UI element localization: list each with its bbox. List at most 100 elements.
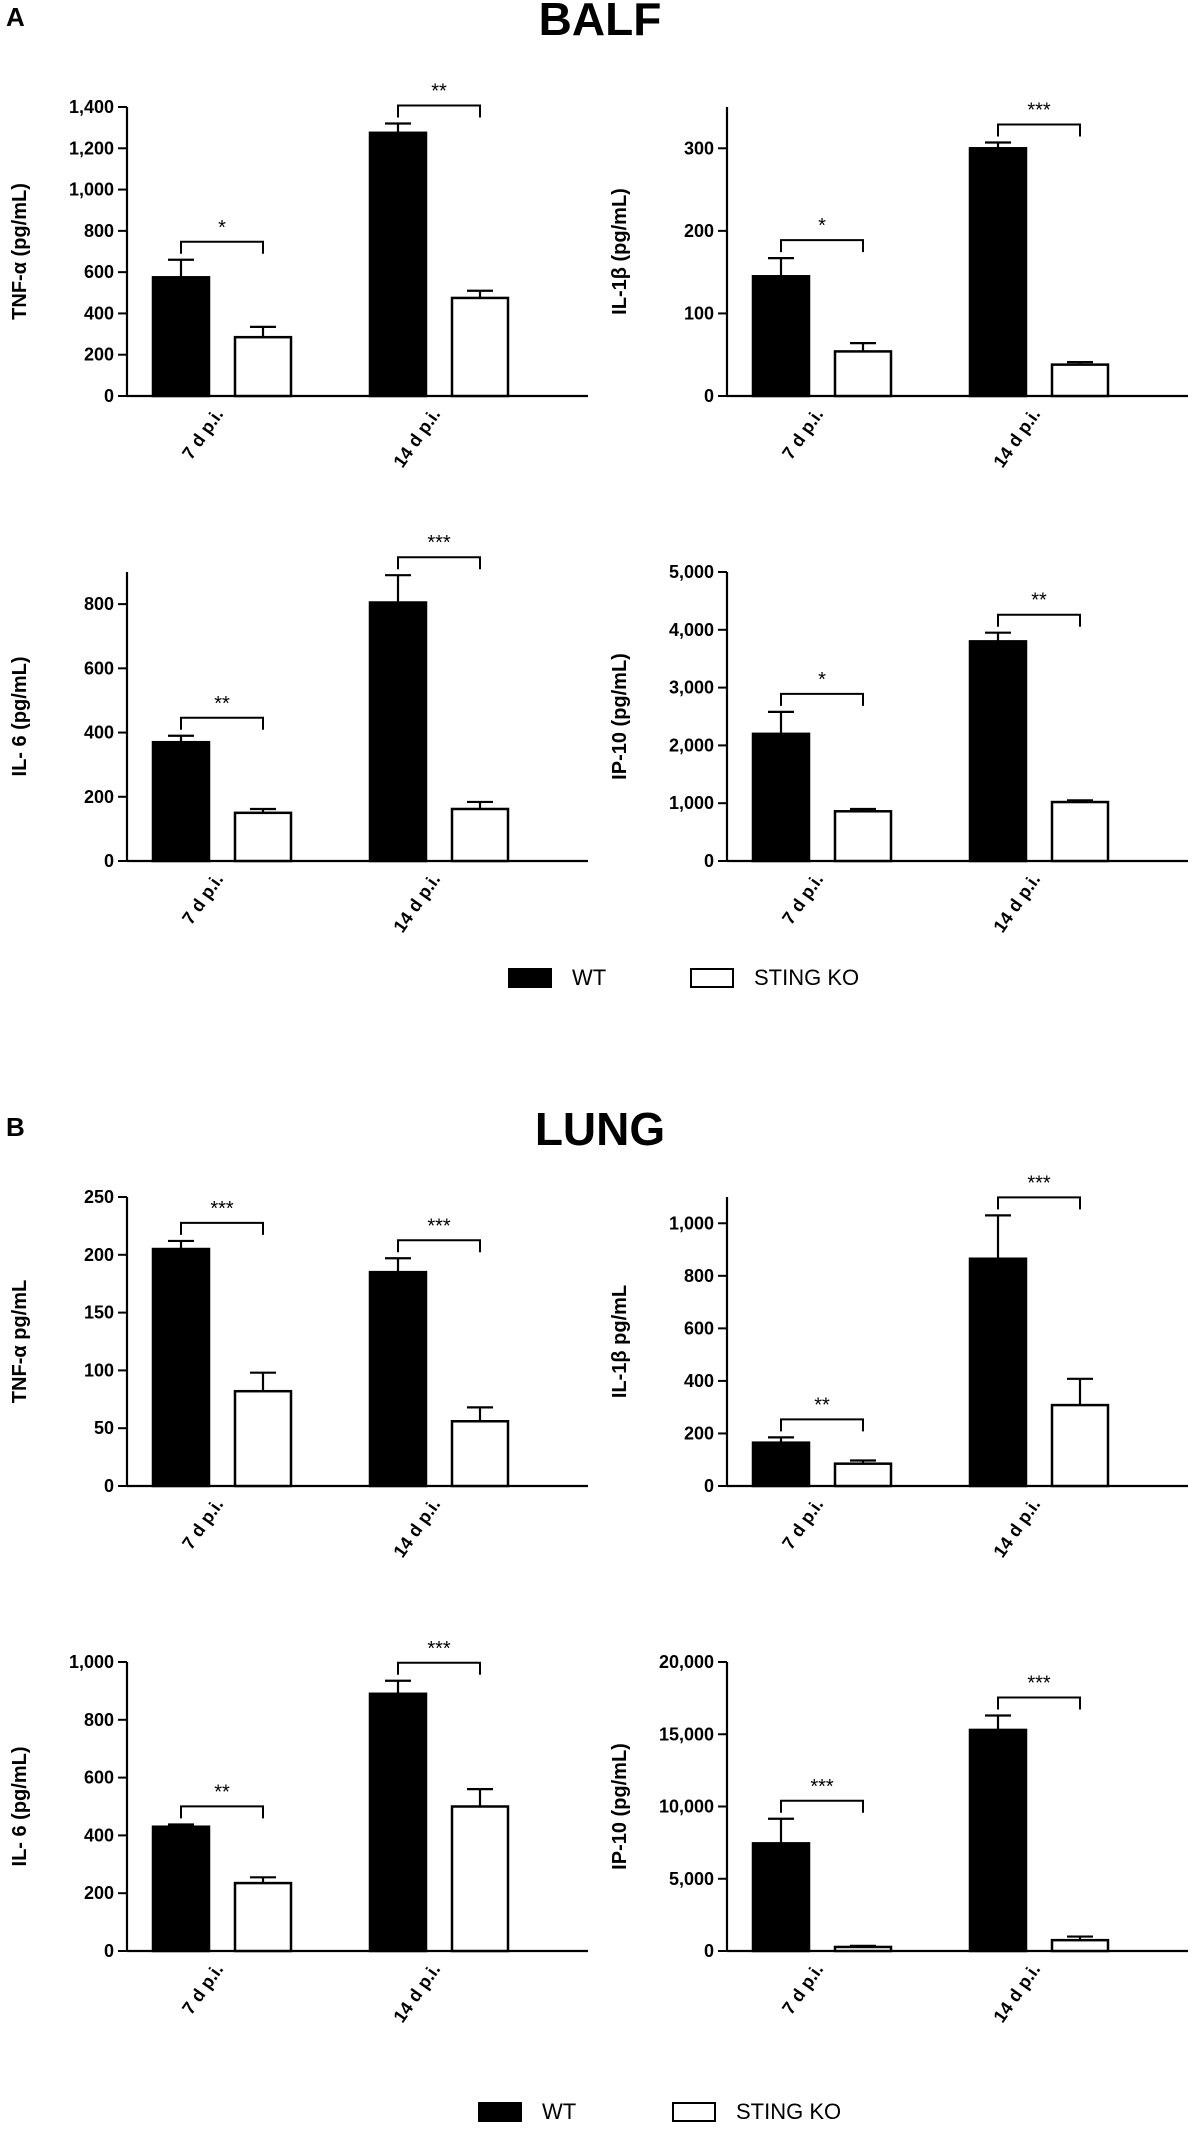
bar bbox=[968, 640, 1028, 863]
y-tick-label: 400 bbox=[84, 1825, 114, 1845]
y-tick-label: 5,000 bbox=[669, 562, 714, 582]
y-tick-label: 800 bbox=[684, 1266, 714, 1286]
legend-item-ko-lung: STING KO bbox=[672, 2092, 841, 2132]
significance-bracket bbox=[780, 1799, 864, 1813]
y-axis-label: TNF-α (pg/mL) bbox=[9, 183, 31, 320]
y-axis-label: TNF-α pg/mL bbox=[9, 1280, 31, 1403]
y-tick-label: 400 bbox=[84, 303, 114, 323]
bar bbox=[368, 1270, 428, 1488]
significance-bracket bbox=[780, 692, 864, 706]
legend-label-wt: WT bbox=[572, 965, 607, 990]
y-tick-label: 150 bbox=[84, 1303, 114, 1323]
bar bbox=[751, 1441, 811, 1488]
significance-label: *** bbox=[210, 1198, 234, 1220]
section-title-lung: LUNG bbox=[534, 1103, 666, 1155]
bar bbox=[1050, 800, 1110, 863]
chart-lung-il1b: IL-1β pg/mL 0 200 400 600 800 1,000 ** 7 d p.i. *… bbox=[600, 1160, 1200, 1630]
x-category-label: 7 d p.i. bbox=[178, 1495, 227, 1553]
x-category-label: 14 d p.i. bbox=[989, 405, 1044, 471]
bar bbox=[151, 740, 211, 863]
chart-lung-tnf: TNF-α pg/mL 0 50 100 150 200 250 *** 7 d p.i. ***… bbox=[0, 1160, 600, 1630]
x-category-label: 7 d p.i. bbox=[178, 405, 227, 463]
y-tick-label: 0 bbox=[704, 1941, 714, 1961]
bar bbox=[751, 275, 811, 398]
significance-label: * bbox=[818, 669, 826, 691]
y-tick-label: 0 bbox=[104, 1476, 114, 1496]
y-tick-label: 1,000 bbox=[669, 793, 714, 813]
y-tick-label: 400 bbox=[84, 723, 114, 743]
y-tick-label: 1,000 bbox=[669, 1213, 714, 1233]
bar bbox=[833, 1945, 893, 1953]
significance-label: *** bbox=[1027, 1672, 1051, 1694]
y-tick-label: 250 bbox=[84, 1187, 114, 1207]
y-tick-label: 200 bbox=[84, 1245, 114, 1265]
significance-bracket bbox=[997, 1196, 1081, 1210]
y-tick-label: 400 bbox=[684, 1371, 714, 1391]
legend-item-ko: STING KO bbox=[690, 958, 859, 998]
bar bbox=[233, 1389, 293, 1488]
y-tick-label: 200 bbox=[684, 221, 714, 241]
y-tick-label: 600 bbox=[84, 262, 114, 282]
x-category-label: 14 d p.i. bbox=[389, 1960, 444, 2026]
legend-label-wt-lung: WT bbox=[542, 2099, 577, 2124]
significance-label: *** bbox=[810, 1776, 834, 1798]
bar bbox=[833, 350, 893, 398]
x-category-label: 14 d p.i. bbox=[389, 870, 444, 936]
y-tick-label: 5,000 bbox=[669, 1869, 714, 1889]
significance-bracket bbox=[997, 613, 1081, 627]
panel-letter-b: B bbox=[6, 1112, 25, 1142]
bar bbox=[968, 1257, 1028, 1488]
bar bbox=[151, 1247, 211, 1488]
significance-bracket bbox=[397, 556, 481, 570]
significance-bracket bbox=[397, 1239, 481, 1253]
y-tick-label: 800 bbox=[84, 594, 114, 614]
x-category-label: 14 d p.i. bbox=[389, 1495, 444, 1561]
chart-svg: IL-1β (pg/mL) 0 100 200 300 * 7 d p.i. *** 14 d … bbox=[609, 100, 1188, 471]
x-category-label: 14 d p.i. bbox=[389, 405, 444, 471]
significance-bracket bbox=[997, 1696, 1081, 1710]
bar bbox=[450, 296, 510, 398]
y-tick-label: 1,400 bbox=[69, 97, 114, 117]
y-tick-label: 15,000 bbox=[659, 1724, 714, 1744]
y-tick-label: 1,000 bbox=[69, 180, 114, 200]
y-tick-label: 0 bbox=[104, 386, 114, 406]
y-tick-label: 2,000 bbox=[669, 735, 714, 755]
y-tick-label: 0 bbox=[704, 851, 714, 871]
significance-label: *** bbox=[427, 1638, 451, 1660]
y-axis-label: IL- 6 (pg/mL) bbox=[9, 657, 31, 777]
chart-lung-il6: IL- 6 (pg/mL) 0 200 400 600 800 1,000 ** 7 d p.i… bbox=[0, 1625, 600, 2095]
y-tick-label: 600 bbox=[84, 1768, 114, 1788]
x-category-label: 7 d p.i. bbox=[178, 870, 227, 928]
section-title-balf: BALF bbox=[538, 0, 662, 45]
y-tick-label: 1,000 bbox=[69, 1652, 114, 1672]
y-tick-label: 600 bbox=[684, 1318, 714, 1338]
x-category-label: 14 d p.i. bbox=[989, 1495, 1044, 1561]
y-tick-label: 600 bbox=[84, 658, 114, 678]
significance-label: *** bbox=[427, 1215, 451, 1237]
bar bbox=[233, 811, 293, 863]
significance-bracket bbox=[180, 1221, 264, 1235]
y-tick-label: 0 bbox=[104, 1941, 114, 1961]
chart-balf-ip10: IP-10 (pg/mL) 0 1,000 2,000 3,000 4,000 5,000 *… bbox=[600, 535, 1200, 1005]
chart-svg: TNF-α (pg/mL) 0 200 400 600 800 1,000 1,200 1,40… bbox=[9, 81, 588, 471]
chart-svg: IL- 6 (pg/mL) 0 200 400 600 800 1,000 ** 7 d p.i… bbox=[9, 1638, 588, 2026]
significance-label: * bbox=[218, 217, 226, 239]
chart-svg: IP-10 (pg/mL) 0 5,000 10,000 15,000 20,000 ***… bbox=[609, 1652, 1188, 2026]
y-tick-label: 20,000 bbox=[659, 1652, 714, 1672]
x-category-label: 14 d p.i. bbox=[989, 870, 1044, 936]
chart-svg: TNF-α pg/mL 0 50 100 150 200 250 *** 7 d p.i. ***… bbox=[9, 1187, 588, 1561]
significance-bracket bbox=[180, 240, 264, 254]
y-axis-label: IP-10 (pg/mL) bbox=[609, 1743, 631, 1870]
significance-label: ** bbox=[214, 693, 230, 715]
significance-bracket bbox=[397, 104, 481, 118]
significance-label: ** bbox=[1031, 590, 1047, 612]
y-tick-label: 0 bbox=[704, 1476, 714, 1496]
y-tick-label: 200 bbox=[84, 1883, 114, 1903]
legend-swatch-ko bbox=[690, 968, 734, 988]
y-axis-label: IL-1β pg/mL bbox=[609, 1285, 631, 1398]
y-tick-label: 200 bbox=[684, 1423, 714, 1443]
bar bbox=[1050, 1403, 1110, 1488]
y-tick-label: 200 bbox=[84, 787, 114, 807]
y-tick-label: 4,000 bbox=[669, 620, 714, 640]
y-tick-label: 800 bbox=[84, 221, 114, 241]
